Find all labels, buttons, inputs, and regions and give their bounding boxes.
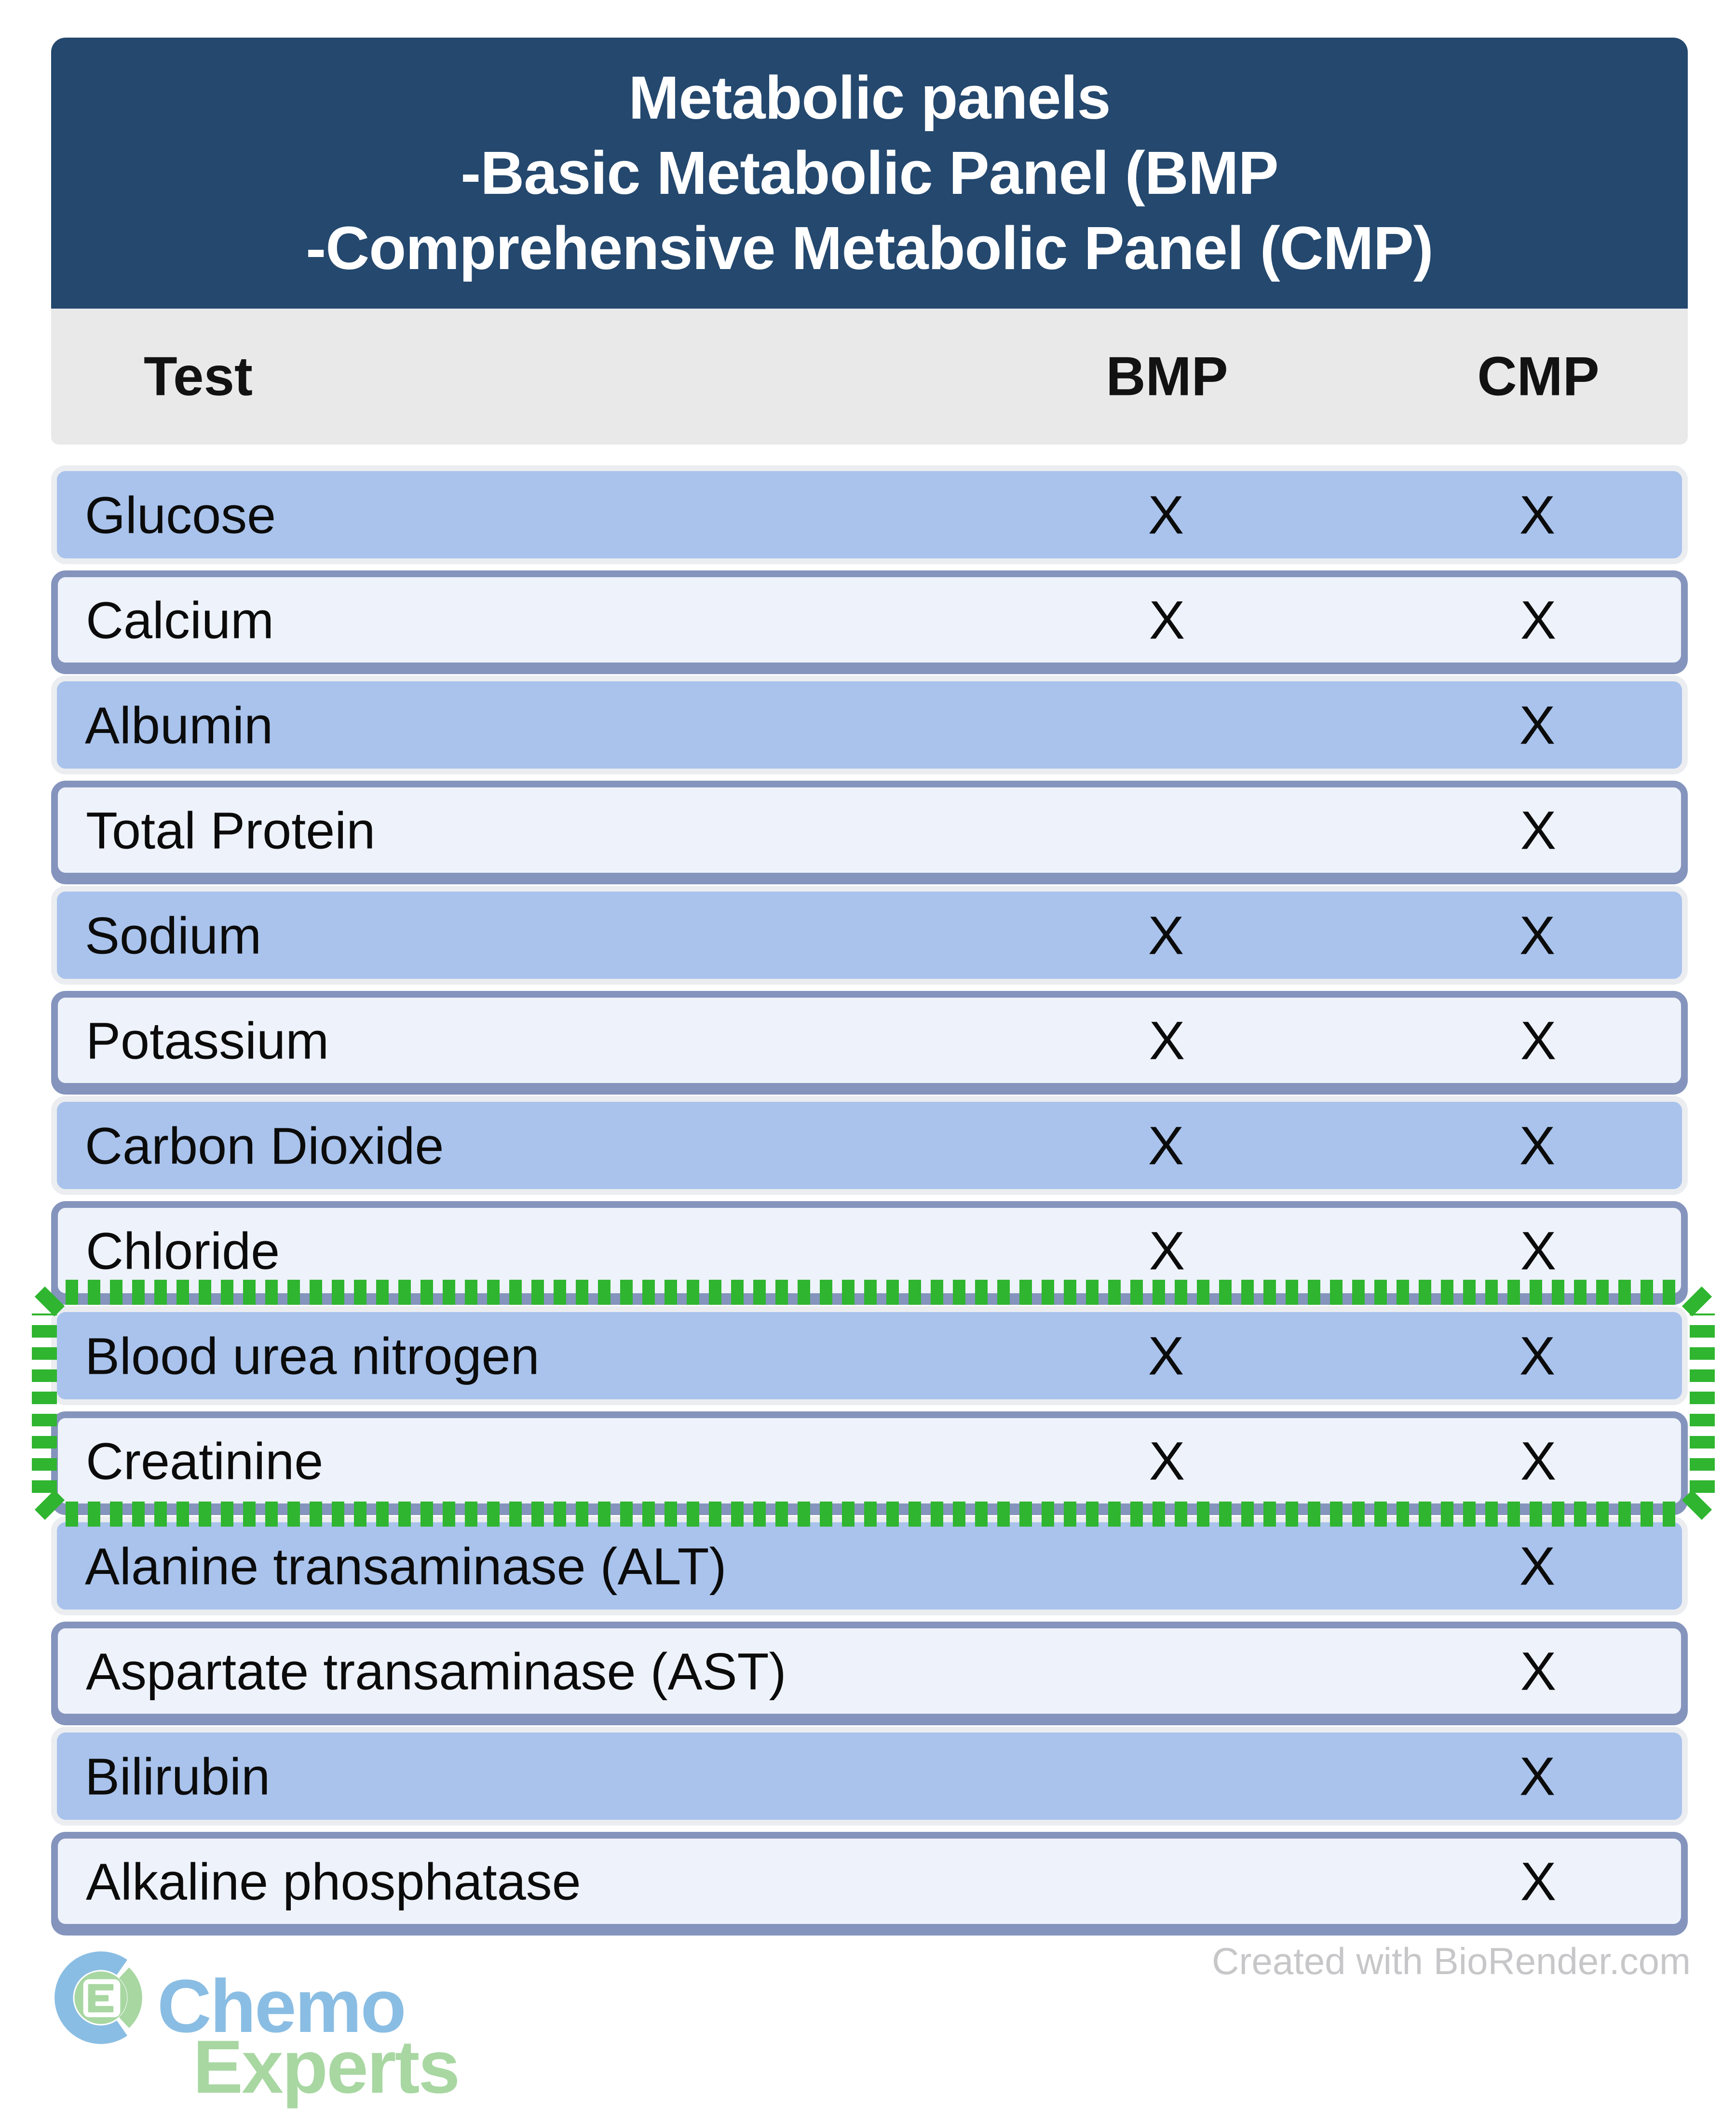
chemoexperts-logo: Chemo Experts bbox=[52, 1948, 583, 2109]
table-row-highlighted: Creatinine X X bbox=[51, 1411, 1688, 1510]
table-row: Potassium X X bbox=[51, 991, 1688, 1090]
logo-text-chemo: Chemo bbox=[157, 1964, 407, 2048]
cmp-mark: X bbox=[1520, 1220, 1557, 1281]
table-row: Total Protein X bbox=[51, 781, 1688, 880]
bmp-mark: X bbox=[1148, 485, 1184, 545]
title-line-3: -Comprehensive Metabolic Panel (CMP) bbox=[306, 214, 1433, 282]
cmp-mark: X bbox=[1520, 1641, 1557, 1701]
test-name: Blood urea nitrogen bbox=[85, 1327, 540, 1385]
bmp-mark: X bbox=[1149, 1220, 1185, 1281]
test-name: Alanine transaminase (ALT) bbox=[85, 1537, 727, 1595]
table-row: Glucose X X bbox=[51, 465, 1688, 564]
cmp-mark: X bbox=[1520, 590, 1557, 650]
bmp-mark: X bbox=[1149, 590, 1185, 650]
cmp-mark: X bbox=[1519, 1326, 1556, 1386]
title-line-1: Metabolic panels bbox=[628, 64, 1111, 132]
bmp-mark: X bbox=[1148, 905, 1184, 965]
cmp-mark: X bbox=[1519, 1115, 1556, 1176]
table-row: Alkaline phosphatase X bbox=[51, 1832, 1688, 1931]
table-row: Albumin X bbox=[51, 676, 1688, 774]
test-name: Total Protein bbox=[86, 801, 376, 859]
title-line-2: -Basic Metabolic Panel (BMP bbox=[461, 139, 1278, 207]
table-row: Sodium X X bbox=[51, 886, 1688, 985]
cmp-mark: X bbox=[1519, 1536, 1556, 1596]
test-name: Albumin bbox=[85, 696, 273, 754]
cmp-mark: X bbox=[1520, 1010, 1557, 1070]
test-name: Carbon Dioxide bbox=[85, 1116, 444, 1175]
table-row-highlighted: Blood urea nitrogen X X bbox=[51, 1306, 1688, 1405]
logo-text-experts: Experts bbox=[193, 2025, 460, 2109]
table-row: Chloride X X bbox=[51, 1201, 1688, 1300]
table-row: Carbon Dioxide X X bbox=[51, 1096, 1688, 1195]
column-header-test: Test bbox=[144, 346, 253, 407]
test-name: Chloride bbox=[86, 1221, 280, 1280]
column-header-bmp: BMP bbox=[1106, 346, 1228, 407]
cmp-mark: X bbox=[1519, 905, 1556, 965]
biorender-credit: Created with BioRender.com bbox=[1212, 1940, 1691, 1982]
table-row: Alanine transaminase (ALT) X bbox=[51, 1516, 1688, 1615]
column-header-cmp: CMP bbox=[1477, 346, 1600, 407]
cmp-mark: X bbox=[1519, 1746, 1556, 1806]
bmp-mark: X bbox=[1149, 1431, 1185, 1491]
table-row: Calcium X X bbox=[51, 570, 1688, 669]
bmp-mark: X bbox=[1148, 1115, 1184, 1176]
chemoexperts-logo-icon bbox=[54, 1951, 142, 2044]
table-row: Bilirubin X bbox=[51, 1727, 1688, 1826]
bmp-mark: X bbox=[1149, 1010, 1185, 1070]
test-name: Calcium bbox=[86, 591, 274, 649]
cmp-mark: X bbox=[1520, 1851, 1557, 1911]
table-row: Aspartate transaminase (AST) X bbox=[51, 1622, 1688, 1720]
test-name: Creatinine bbox=[86, 1432, 324, 1490]
test-name: Aspartate transaminase (AST) bbox=[86, 1642, 787, 1700]
column-header-row: Test BMP CMP bbox=[51, 309, 1688, 445]
test-name: Sodium bbox=[85, 906, 262, 964]
cmp-mark: X bbox=[1520, 800, 1557, 860]
test-name: Potassium bbox=[86, 1011, 329, 1070]
table-rows: Glucose X X Calcium X X Albumin X Total Protein X… bbox=[51, 465, 1688, 1937]
page-title: Metabolic panels -Basic Metabolic Panel … bbox=[51, 38, 1688, 309]
cmp-mark: X bbox=[1519, 485, 1556, 545]
cmp-mark: X bbox=[1520, 1431, 1557, 1491]
bmp-mark: X bbox=[1148, 1326, 1184, 1386]
cmp-mark: X bbox=[1519, 695, 1556, 755]
test-name: Bilirubin bbox=[85, 1747, 271, 1805]
test-name: Glucose bbox=[85, 486, 276, 544]
test-name: Alkaline phosphatase bbox=[86, 1852, 581, 1910]
